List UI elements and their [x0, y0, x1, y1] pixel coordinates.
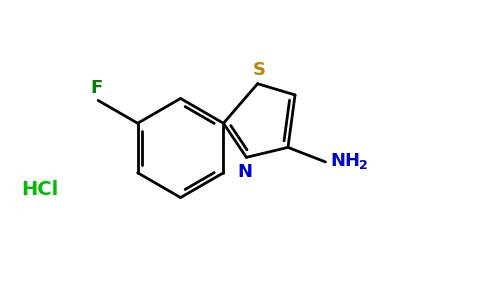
Text: F: F: [90, 79, 102, 97]
Text: HCl: HCl: [21, 180, 59, 199]
Text: N: N: [238, 163, 253, 181]
Text: 2: 2: [359, 159, 368, 172]
Text: NH: NH: [331, 152, 361, 170]
Text: S: S: [253, 61, 266, 79]
